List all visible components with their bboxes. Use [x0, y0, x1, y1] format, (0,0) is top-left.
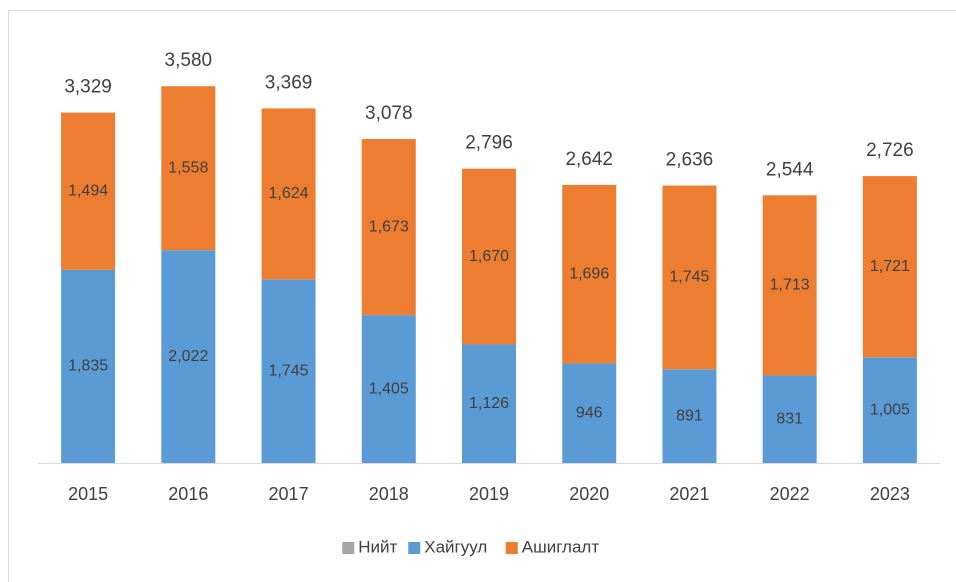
legend-label: Хайгуул — [424, 537, 487, 556]
segment-label: 1,670 — [469, 248, 509, 265]
segment-label: 1,835 — [68, 358, 108, 375]
segment-label: 1,745 — [669, 269, 709, 286]
x-tick-label: 2020 — [569, 484, 609, 504]
segment-label: 1,005 — [870, 401, 910, 418]
segment-label: 1,673 — [369, 218, 409, 235]
total-label: 2,544 — [766, 159, 814, 180]
legend-label: Ашиглалт — [522, 537, 600, 556]
bar-segment — [862, 357, 917, 463]
bar-segment — [762, 195, 817, 376]
bar-segment — [261, 279, 316, 463]
bar-segment — [562, 184, 617, 364]
segment-label: 891 — [676, 407, 703, 424]
chart-border — [8, 10, 956, 582]
bar-segment — [361, 315, 416, 463]
segment-label: 1,696 — [569, 265, 609, 282]
x-tick-label: 2019 — [469, 484, 509, 504]
bar-segment — [361, 139, 416, 316]
total-label: 2,796 — [465, 133, 513, 154]
bar-segment — [161, 86, 216, 251]
x-tick-label: 2015 — [68, 484, 108, 504]
segment-label: 1,745 — [269, 362, 309, 379]
legend-label: Нийт — [358, 537, 397, 556]
total-label: 3,369 — [265, 72, 313, 93]
bar-segment — [161, 250, 216, 463]
segment-label: 1,624 — [269, 185, 309, 202]
bar-segment — [662, 185, 717, 370]
x-tick-label: 2017 — [269, 484, 309, 504]
bar-segment — [261, 108, 316, 280]
legend-swatch — [408, 542, 421, 554]
segment-label: 946 — [576, 404, 603, 421]
segment-label: 1,558 — [168, 159, 208, 176]
total-label: 3,580 — [165, 50, 213, 71]
total-label: 2,636 — [666, 150, 714, 171]
x-tick-label: 2022 — [770, 484, 810, 504]
bar-segment — [562, 363, 617, 463]
segment-label: 2,022 — [168, 348, 208, 365]
x-tick-label: 2018 — [369, 484, 409, 504]
x-tick-label: 2016 — [168, 484, 208, 504]
bar-segment — [662, 369, 717, 463]
x-tick-label: 2023 — [870, 484, 910, 504]
bar-segment — [762, 375, 817, 463]
bar-segment — [61, 269, 116, 463]
bar-segment — [61, 112, 116, 270]
x-tick-label: 2021 — [669, 484, 709, 504]
segment-label: 1,126 — [469, 395, 509, 412]
segment-label: 1,721 — [870, 258, 910, 275]
bar-segment — [462, 168, 516, 345]
bar-segment — [462, 344, 516, 463]
bar-segment — [862, 176, 917, 358]
total-label: 2,642 — [565, 149, 613, 170]
total-label: 3,329 — [64, 77, 112, 98]
total-label: 2,726 — [866, 140, 914, 161]
segment-label: 831 — [776, 410, 803, 427]
segment-label: 1,713 — [770, 277, 810, 294]
legend-swatch — [342, 542, 355, 554]
segment-label: 1,405 — [369, 380, 409, 397]
segment-label: 1,494 — [68, 182, 108, 199]
legend-swatch — [505, 542, 518, 554]
total-label: 3,078 — [365, 103, 413, 124]
